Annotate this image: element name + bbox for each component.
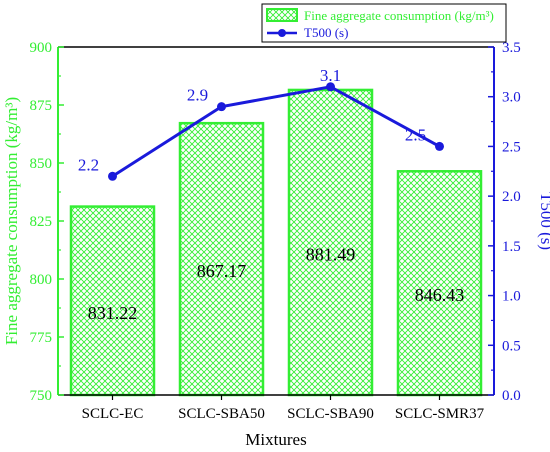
y-left-tick-label: 825 (30, 214, 53, 230)
y-right-tick-label: 2.5 (502, 139, 521, 155)
y-right-tick-label: 3.5 (502, 40, 521, 56)
bar-value-label: 831.22 (88, 303, 138, 323)
t500-point (435, 141, 444, 151)
bar-value-label: 881.49 (306, 244, 356, 264)
y-left-tick-label: 875 (30, 98, 53, 114)
bar (287, 88, 374, 397)
y-right-tick-label: 1.5 (502, 239, 521, 255)
x-tick-label: SCLC-EC (82, 406, 144, 422)
y-right-tick-label: 1.0 (502, 289, 521, 305)
bar (69, 205, 156, 397)
t500-point (108, 171, 117, 181)
axes: 750 775 800 825 850 875 900 0.0 0.5 1.0 1.5 2.0 2.5 3… (2, 40, 550, 449)
y-right-tick-label: 2.0 (502, 189, 521, 205)
x-tick-label: SCLC-SBA90 (287, 406, 374, 422)
t500-line (111, 85, 441, 178)
y-left-tick-label: 775 (30, 330, 53, 346)
y-left-tick-label: 900 (30, 40, 53, 56)
y-left-tick-label: 750 (30, 388, 53, 404)
bar (178, 121, 265, 397)
legend-box (261, 3, 507, 43)
t500-point (217, 102, 226, 112)
line-value-label: 2.9 (187, 86, 208, 105)
line-value-label: 2.2 (78, 155, 99, 174)
line-value-label: 3.1 (320, 66, 341, 85)
bar (396, 170, 483, 397)
legend-swatch-marker (278, 29, 286, 37)
legend-label-bar: Fine aggregate consumption (kg/m³) (304, 8, 494, 23)
legend-label-line: T500 (s) (304, 25, 348, 40)
y-right-axis-title: T500 (s) (537, 192, 550, 250)
x-tick-label: SCLC-SBA50 (178, 406, 265, 422)
line-value-label: 2.5 (405, 125, 426, 144)
t500-point (326, 82, 335, 92)
y-right-tick-label: 0.5 (502, 338, 521, 354)
bar-value-label: 846.43 (415, 285, 465, 305)
bar-value-label: 867.17 (197, 261, 247, 281)
y-left-tick-label: 800 (30, 272, 53, 288)
legend-swatch-bar (266, 8, 298, 22)
legend: Fine aggregate consumption (kg/m³) T500 (… (261, 3, 507, 43)
y-right-tick-label: 3.0 (502, 90, 521, 106)
y-left-tick-label: 850 (30, 156, 53, 172)
x-axis-title: Mixtures (245, 430, 306, 449)
y-left-axis-title: Fine aggregate consumption (kg/m³) (2, 97, 21, 345)
data-labels: 831.22 867.17 881.49 846.43 2.2 2.9 3.1 2.5 (78, 66, 464, 323)
y-right-tick-label: 0.0 (502, 388, 521, 404)
x-tick-label: SCLC-SMR37 (395, 406, 485, 422)
line-series (108, 82, 444, 181)
